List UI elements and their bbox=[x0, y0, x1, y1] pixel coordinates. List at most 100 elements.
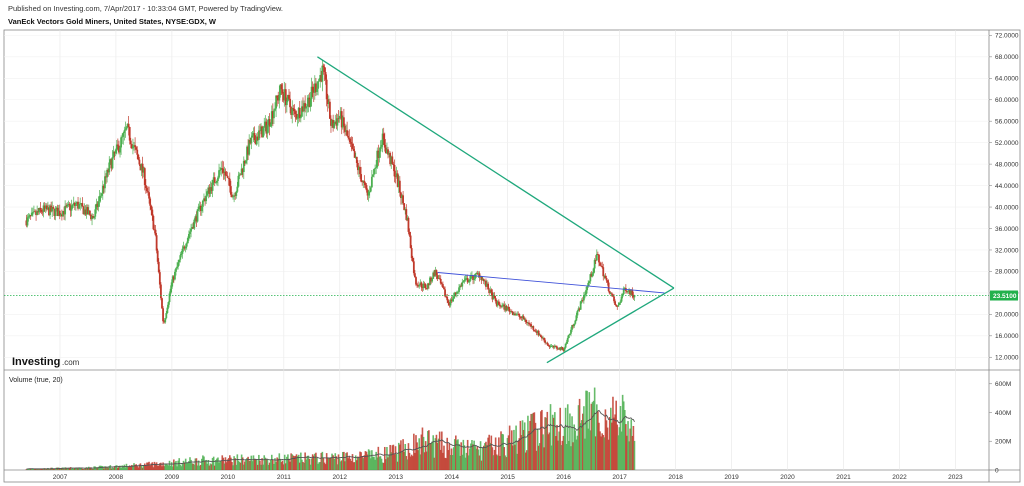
candle-body bbox=[87, 210, 90, 215]
volume-bar bbox=[386, 447, 388, 470]
volume-bar bbox=[562, 435, 565, 470]
candle-body bbox=[296, 117, 299, 119]
candle-body bbox=[72, 202, 75, 205]
candle-body bbox=[305, 106, 308, 109]
candle-body bbox=[47, 207, 49, 210]
volume-bar bbox=[487, 437, 489, 470]
volume-bar bbox=[566, 404, 569, 470]
volume-bar bbox=[417, 450, 419, 470]
time-tick-label: 2022 bbox=[892, 474, 907, 481]
time-tick-label: 2010 bbox=[221, 474, 236, 481]
candle-body bbox=[418, 285, 421, 287]
candle-body bbox=[337, 118, 340, 119]
candle-body bbox=[474, 273, 477, 279]
candle-body bbox=[102, 185, 105, 189]
volume-bar bbox=[532, 412, 535, 470]
volume-bar bbox=[239, 462, 242, 470]
candle-body bbox=[301, 106, 303, 117]
candle-body bbox=[270, 111, 273, 125]
candle-body bbox=[322, 65, 325, 67]
candle-body bbox=[602, 267, 605, 277]
volume-bar bbox=[395, 454, 398, 470]
volume-bar bbox=[438, 431, 441, 470]
candle-body bbox=[193, 219, 196, 229]
candle-body bbox=[162, 308, 164, 322]
candle-body bbox=[95, 203, 98, 210]
candle-body bbox=[341, 117, 344, 128]
volume-bar bbox=[605, 420, 608, 470]
volume-bar bbox=[126, 466, 129, 470]
volume-bar bbox=[373, 456, 375, 470]
candle-body bbox=[536, 330, 539, 333]
candle-body bbox=[619, 301, 622, 303]
volume-bar bbox=[493, 449, 496, 470]
volume-bar bbox=[607, 439, 610, 470]
candle-body bbox=[547, 344, 550, 346]
volume-bar bbox=[463, 445, 466, 470]
candle-body bbox=[52, 207, 55, 209]
candle-body bbox=[276, 95, 279, 98]
volume-bar bbox=[583, 406, 585, 470]
volume-bar bbox=[187, 462, 189, 470]
volume-bar bbox=[190, 459, 192, 470]
candle-body bbox=[213, 177, 216, 183]
candle-body bbox=[150, 205, 153, 210]
candle-body bbox=[475, 273, 478, 274]
candle-body bbox=[161, 298, 163, 309]
volume-bar bbox=[461, 454, 464, 470]
candle-body bbox=[304, 103, 307, 109]
volume-bar bbox=[411, 456, 414, 470]
volume-bar bbox=[470, 443, 472, 470]
candle-body bbox=[249, 140, 252, 144]
candle-body bbox=[273, 110, 275, 119]
candle-body bbox=[524, 319, 527, 323]
candle-body bbox=[424, 284, 427, 289]
candle-body bbox=[283, 89, 286, 101]
candle-body bbox=[605, 277, 608, 281]
candle-body bbox=[127, 123, 130, 127]
volume-bar bbox=[240, 454, 243, 470]
volume-bar bbox=[60, 468, 62, 470]
volume-bar bbox=[92, 468, 94, 470]
candle-body bbox=[610, 293, 613, 295]
candle-body bbox=[178, 259, 181, 263]
candle-body bbox=[141, 163, 144, 173]
volume-bar bbox=[630, 419, 633, 470]
candle-body bbox=[523, 319, 526, 321]
candle-body bbox=[290, 107, 293, 115]
candle-body bbox=[585, 290, 587, 295]
price-tick-label: 20.0000 bbox=[995, 312, 1019, 319]
volume-bar bbox=[522, 429, 525, 470]
candle-body bbox=[339, 111, 342, 117]
volume-bar bbox=[267, 464, 270, 470]
candle-body bbox=[55, 207, 58, 210]
candle-body bbox=[199, 205, 202, 212]
candle-body bbox=[56, 207, 59, 217]
candle-body bbox=[233, 195, 236, 197]
candle-body bbox=[181, 248, 184, 254]
volume-bar bbox=[466, 439, 469, 470]
price-tick-label: 72.0000 bbox=[995, 33, 1019, 40]
volume-bar bbox=[589, 430, 592, 470]
candle-body bbox=[406, 217, 409, 220]
candle-body bbox=[522, 316, 525, 320]
candle-body bbox=[40, 209, 43, 212]
candle-body bbox=[508, 308, 511, 312]
volume-bar bbox=[344, 461, 346, 470]
volume-bar bbox=[315, 452, 317, 470]
candle-body bbox=[326, 99, 329, 105]
candle-body bbox=[149, 198, 152, 206]
volume-ma-line bbox=[26, 409, 635, 470]
time-tick-label: 2016 bbox=[556, 474, 571, 481]
candle-body bbox=[320, 75, 323, 82]
volume-bar bbox=[201, 458, 203, 470]
volume-bar bbox=[71, 467, 74, 470]
candle-body bbox=[209, 187, 212, 194]
candle-body bbox=[280, 84, 283, 90]
candle-body bbox=[30, 212, 33, 216]
candle-body bbox=[325, 79, 328, 100]
volume-bar bbox=[590, 403, 593, 470]
volume-bar bbox=[264, 457, 267, 470]
last-price-badge bbox=[990, 290, 1018, 301]
